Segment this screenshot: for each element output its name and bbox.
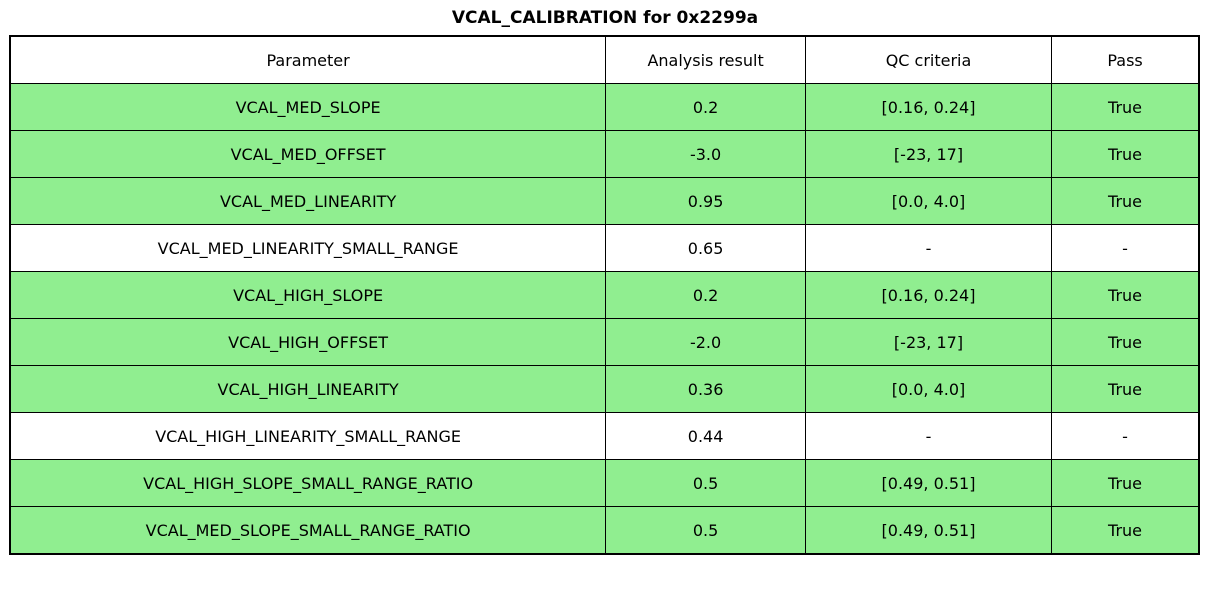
parameter-cell: VCAL_HIGH_LINEARITY_SMALL_RANGE (9, 412, 607, 460)
pass-cell: True (1051, 271, 1200, 319)
table-row: VCAL_MED_SLOPE 0.2 [0.16, 0.24] True (9, 83, 1200, 131)
parameter-cell: VCAL_MED_SLOPE_SMALL_RANGE_RATIO (9, 506, 607, 555)
analysis-result-cell: 0.65 (605, 224, 806, 272)
table-row: VCAL_HIGH_SLOPE_SMALL_RANGE_RATIO 0.5 [0.4… (9, 459, 1200, 507)
table-row: VCAL_HIGH_LINEARITY 0.36 [0.0, 4.0] True (9, 365, 1200, 413)
parameter-cell: VCAL_HIGH_OFFSET (9, 318, 607, 366)
parameter-cell: VCAL_MED_OFFSET (9, 130, 607, 178)
pass-cell: True (1051, 318, 1200, 366)
parameter-cell: VCAL_MED_LINEARITY (9, 177, 607, 225)
table-body: VCAL_MED_SLOPE 0.2 [0.16, 0.24] True VCAL_ME… (9, 83, 1200, 555)
qc-criteria-cell: [0.16, 0.24] (804, 271, 1053, 319)
parameter-cell: VCAL_MED_SLOPE (9, 83, 607, 131)
pass-cell: - (1051, 412, 1200, 460)
table-row: VCAL_HIGH_LINEARITY_SMALL_RANGE 0.44- - (9, 412, 1200, 460)
pass-cell: True (1051, 506, 1200, 555)
analysis-result-cell: 0.5 (605, 459, 806, 507)
analysis-result-cell: 0.5 (605, 506, 806, 555)
column-header-analysis-result: Analysis result (605, 35, 806, 84)
analysis-result-cell: -2.0 (605, 318, 806, 366)
analysis-result-cell: 0.44 (605, 412, 806, 460)
analysis-result-cell: 0.95 (605, 177, 806, 225)
column-header-qc-criteria: QC criteria (804, 35, 1053, 84)
parameter-cell: VCAL_MED_LINEARITY_SMALL_RANGE (9, 224, 607, 272)
analysis-result-cell: 0.36 (605, 365, 806, 413)
column-header-pass: Pass (1051, 35, 1200, 84)
qc-criteria-cell: [-23, 17] (804, 130, 1053, 178)
pass-cell: True (1051, 365, 1200, 413)
table-row: VCAL_HIGH_SLOPE 0.2 [0.16, 0.24] True (9, 271, 1200, 319)
pass-cell: True (1051, 83, 1200, 131)
page-title: VCAL_CALIBRATION for 0x2299a (451, 8, 759, 28)
table-row: VCAL_MED_LINEARITY_SMALL_RANGE 0.65- - (9, 224, 1200, 272)
table-row: VCAL_MED_SLOPE_SMALL_RANGE_RATIO 0.5 [0.49… (9, 506, 1200, 555)
qc-criteria-cell: [0.16, 0.24] (804, 83, 1053, 131)
qc-results-table: Parameter Analysis result QC criteria Pa… (9, 35, 1200, 555)
qc-criteria-cell: - (804, 224, 1053, 272)
parameter-cell: VCAL_HIGH_SLOPE (9, 271, 607, 319)
parameter-cell: VCAL_HIGH_SLOPE_SMALL_RANGE_RATIO (9, 459, 607, 507)
analysis-result-cell: 0.2 (605, 271, 806, 319)
analysis-result-cell: 0.2 (605, 83, 806, 131)
table-row: VCAL_HIGH_OFFSET -2.0 [-23, 17] True (9, 318, 1200, 366)
qc-criteria-cell: [0.49, 0.51] (804, 506, 1053, 555)
qc-criteria-cell: [0.49, 0.51] (804, 459, 1053, 507)
qc-criteria-cell: - (804, 412, 1053, 460)
column-header-parameter: Parameter (9, 35, 607, 84)
parameter-cell: VCAL_HIGH_LINEARITY (9, 365, 607, 413)
pass-cell: True (1051, 177, 1200, 225)
table-row: VCAL_MED_OFFSET -3.0 [-23, 17] True (9, 130, 1200, 178)
header-row: Parameter Analysis result QC criteria Pa… (9, 35, 1200, 84)
pass-cell: - (1051, 224, 1200, 272)
qc-criteria-cell: [0.0, 4.0] (804, 177, 1053, 225)
pass-cell: True (1051, 130, 1200, 178)
qc-criteria-cell: [-23, 17] (804, 318, 1053, 366)
analysis-result-cell: -3.0 (605, 130, 806, 178)
table-row: VCAL_MED_LINEARITY 0.95 [0.0, 4.0] True (9, 177, 1200, 225)
qc-criteria-cell: [0.0, 4.0] (804, 365, 1053, 413)
pass-cell: True (1051, 459, 1200, 507)
